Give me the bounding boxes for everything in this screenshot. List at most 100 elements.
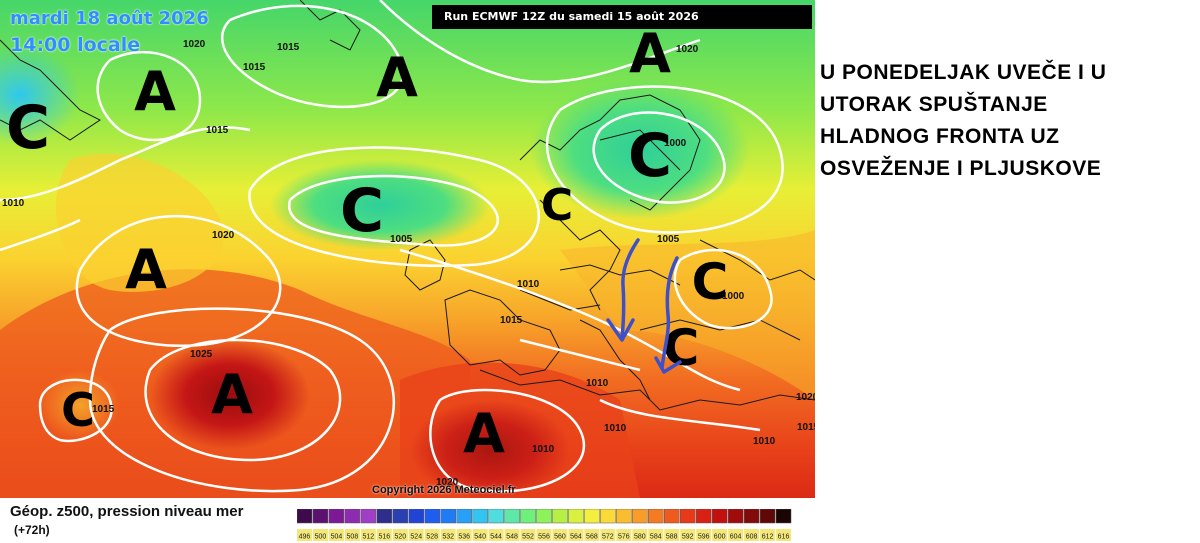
color-swatch (695, 509, 712, 524)
weather-map: 1020 1015 1015 1020 1015 1010 1020 1005 … (0, 0, 815, 498)
scale-label: 540 (474, 534, 486, 541)
color-swatch (743, 509, 760, 524)
caption-line: OSVEŽENJE I PLJUSKOVE (820, 157, 1102, 180)
pressure-label: 1020 (212, 230, 235, 241)
pressure-label: 1015 (277, 42, 300, 53)
scale-label-box (552, 529, 568, 541)
color-swatch (616, 509, 632, 524)
color-swatch (440, 509, 456, 524)
scale-label: 584 (650, 534, 662, 541)
pressure-label: 1015 (243, 62, 266, 73)
color-swatch (552, 509, 568, 524)
low-pressure-marker: C (340, 176, 384, 246)
front-arrows (606, 238, 682, 374)
scale-label-box (488, 529, 504, 541)
color-swatch (424, 509, 440, 524)
scale-label: 596 (698, 534, 710, 541)
color-swatch (775, 509, 792, 524)
pressure-label: 1000 (722, 291, 745, 302)
low-pressure-marker: C (692, 253, 729, 311)
color-swatch (297, 509, 313, 524)
scale-label: 576 (618, 534, 630, 541)
scale-label-box (712, 529, 728, 541)
pressure-label: 1000 (664, 138, 687, 149)
color-swatch (568, 509, 584, 524)
pressure-label: 1010 (604, 423, 627, 434)
isobars (0, 0, 783, 491)
scale-label-box (728, 529, 744, 541)
scale-label: 516 (378, 534, 390, 541)
color-swatch (312, 509, 329, 524)
color-swatch (520, 509, 536, 524)
scale-label: 564 (570, 534, 582, 541)
high-pressure-marker: A (134, 60, 176, 123)
pressure-label: 1010 (753, 436, 776, 447)
scale-label: 532 (442, 534, 454, 541)
scale-label-box (408, 529, 424, 541)
low-pressure-marker: C (61, 383, 95, 437)
color-swatch (504, 509, 520, 524)
front-arrow-west (606, 238, 640, 342)
scale-label-box (440, 529, 456, 541)
low-pressure-marker: C (6, 93, 50, 163)
pressure-label: 1015 (92, 404, 115, 415)
scale-label: 556 (538, 534, 550, 541)
caption-line: HLADNOG FRONTA UZ (820, 125, 1060, 148)
pressure-label: 1010 (517, 279, 540, 290)
scale-label: 548 (506, 534, 518, 541)
caption-line: U PONEDELJAK UVEČE I U (820, 61, 1107, 84)
scale-label: 508 (347, 534, 359, 541)
pressure-label: 1025 (190, 349, 213, 360)
pressure-label: 1020 (796, 392, 815, 403)
scale-label-box (376, 529, 392, 541)
color-swatch (376, 509, 393, 524)
scale-label: 560 (554, 534, 566, 541)
pressure-label: 1015 (206, 125, 229, 136)
scale-label: 500 (315, 534, 327, 541)
scale-label-box (776, 529, 791, 541)
color-swatch (600, 509, 616, 524)
scale-label-box (568, 529, 584, 541)
scale-label: 536 (458, 534, 470, 541)
legend-subtitle: (+72h) (14, 523, 50, 537)
scale-label-box (600, 529, 616, 541)
low-markers: C C C C C C C (6, 93, 728, 437)
pressure-label: 1010 (532, 444, 555, 455)
color-swatch (328, 509, 345, 524)
pressure-labels: 1020 1015 1015 1020 1015 1010 1020 1005 … (2, 39, 815, 488)
color-swatch (392, 509, 409, 524)
scale-label: 512 (363, 534, 375, 541)
scale-label: 580 (634, 534, 646, 541)
pressure-label: 1020 (436, 477, 459, 488)
scale-label-box (520, 529, 536, 541)
color-swatch (456, 509, 472, 524)
color-swatch (759, 509, 776, 524)
scale-label: 504 (331, 534, 343, 541)
scale-label: 568 (586, 534, 598, 541)
front-arrow-east (654, 256, 682, 374)
scale-label: 588 (666, 534, 678, 541)
scale-label: 544 (490, 534, 502, 541)
scale-label: 604 (730, 534, 742, 541)
high-pressure-marker: A (376, 46, 418, 109)
forecast-caption: U PONEDELJAK UVEČE I U UTORAK SPUŠTANJE … (820, 57, 1190, 185)
color-swatch (472, 509, 488, 524)
caption-line: UTORAK SPUŠTANJE (820, 93, 1048, 116)
color-swatch (632, 509, 648, 524)
scale-label-box (536, 529, 552, 541)
scale-label-box (504, 529, 520, 541)
high-pressure-marker: A (211, 363, 253, 426)
color-swatch (664, 509, 680, 524)
color-swatch (360, 509, 377, 524)
scale-label-box (456, 529, 472, 541)
pressure-label: 1015 (797, 422, 815, 433)
scale-label: 528 (426, 534, 438, 541)
pressure-label: 1020 (183, 39, 206, 50)
scale-label-box (392, 529, 408, 541)
scale-label: 496 (299, 534, 311, 541)
scale-label-box (648, 529, 664, 541)
high-pressure-marker: A (125, 238, 167, 301)
scale-label: 552 (522, 534, 534, 541)
color-swatch (727, 509, 744, 524)
hot-core-azores (150, 340, 310, 450)
